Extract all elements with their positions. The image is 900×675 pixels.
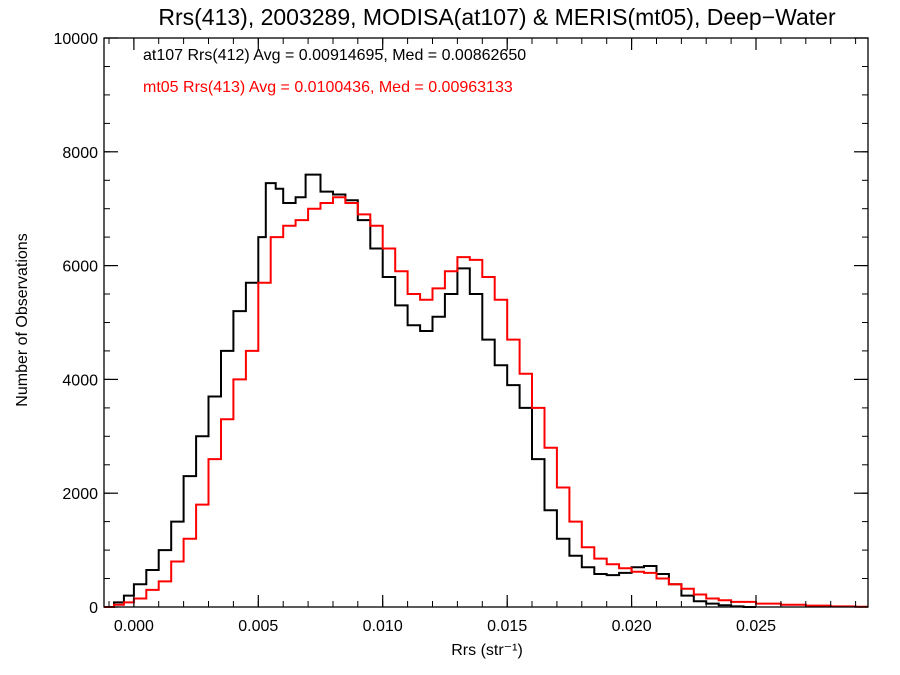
y-tick-label: 6000 bbox=[62, 259, 98, 276]
x-tick-label: 0.015 bbox=[487, 618, 527, 635]
y-tick-label: 4000 bbox=[62, 372, 98, 389]
y-tick-label: 8000 bbox=[62, 145, 98, 162]
chart-title: Rrs(413), 2003289, MODISA(at107) & MERIS… bbox=[158, 4, 836, 30]
legend-entry-at107: at107 Rrs(412) Avg = 0.00914695, Med = 0… bbox=[143, 47, 526, 64]
x-tick-label: 0.010 bbox=[363, 618, 403, 635]
x-tick-label: 0.000 bbox=[114, 618, 154, 635]
y-axis-label: Number of Observations bbox=[14, 233, 31, 406]
x-tick-label: 0.025 bbox=[736, 618, 776, 635]
plot-frame bbox=[103, 37, 869, 608]
y-tick-label: 0 bbox=[89, 600, 98, 617]
x-axis-label: Rrs (str⁻¹) bbox=[451, 642, 523, 659]
x-tick-label: 0.005 bbox=[238, 618, 278, 635]
series-line-1 bbox=[104, 196, 868, 608]
x-tick-label: 0.020 bbox=[612, 618, 652, 635]
y-tick-label: 2000 bbox=[62, 486, 98, 503]
y-tick-label: 10000 bbox=[54, 31, 99, 48]
series-layer bbox=[104, 173, 868, 608]
series-line-0 bbox=[104, 173, 756, 608]
axis-layer: 0.000 0.005 0.010 0.015 0.020 0.025 0 2000 4000 6… bbox=[54, 31, 868, 635]
legend-entry-mt05: mt05 Rrs(413) Avg = 0.0100436, Med = 0.0… bbox=[143, 79, 513, 96]
